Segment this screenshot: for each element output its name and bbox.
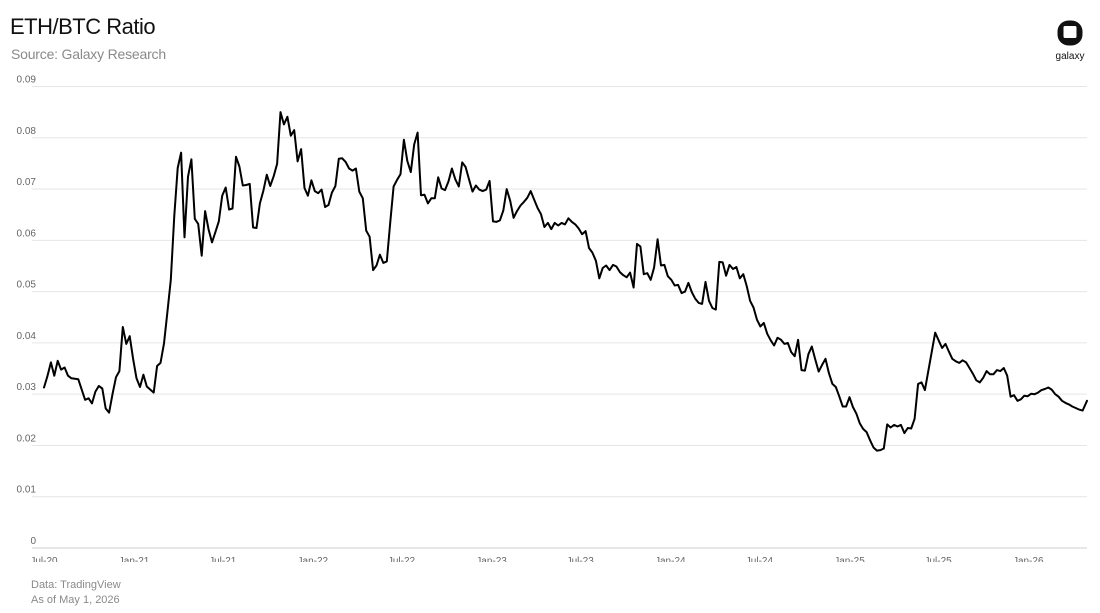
y-tick-label: 0.01: [17, 485, 37, 496]
x-tick-label: Jan-24: [655, 556, 686, 562]
x-tick-label: Jan-22: [298, 556, 329, 562]
chart-title: ETH/BTC Ratio: [10, 14, 156, 39]
x-tick-label: Jan-21: [119, 556, 150, 562]
x-tick-label: Jul-25: [925, 556, 953, 562]
gridlines: [32, 86, 1087, 549]
x-tick-label: Jul-21: [209, 556, 237, 562]
x-tick-label: Jul-23: [567, 556, 595, 562]
y-tick-label: 0.05: [17, 280, 37, 291]
y-tick-label: 0.06: [17, 228, 37, 239]
line-chart: 0 0.01 0.02 0.03 0.04 0.05 0.06 0.07 0.08 0.09 Ju…: [17, 75, 1088, 562]
y-tick-label: 0.09: [17, 75, 37, 86]
galaxy-logo-wordmark: galaxy: [1055, 51, 1085, 62]
y-tick-label: 0.03: [17, 382, 37, 393]
y-tick-label: 0.08: [17, 126, 37, 137]
y-tick-label: 0.04: [17, 331, 37, 342]
galaxy-logo-icon: [1057, 20, 1083, 46]
y-axis-ticks: 0 0.01 0.02 0.03 0.04 0.05 0.06 0.07 0.08 0.09: [17, 75, 37, 548]
as-of-date: As of May 1, 2026: [31, 594, 120, 606]
x-tick-label: Jan-23: [476, 556, 507, 562]
y-tick-label: 0: [30, 536, 36, 547]
galaxy-logo: galaxy: [1050, 20, 1090, 66]
y-tick-label: 0.02: [17, 433, 37, 444]
x-axis-ticks: Jul-20 Jan-21 Jul-21 Jan-22 Jul-22 Jan-23 Jul-…: [30, 556, 1044, 562]
x-tick-label: Jul-22: [388, 556, 416, 562]
chart-subtitle: Source: Galaxy Research: [11, 46, 166, 62]
series-line-eth-btc: [43, 111, 1088, 452]
footer-notes: Data: TradingView As of May 1, 2026: [31, 578, 121, 608]
data-source-note: Data: TradingView: [31, 579, 121, 591]
x-tick-label: Jul-24: [746, 556, 774, 562]
y-tick-label: 0.07: [17, 177, 37, 188]
x-tick-label: Jan-25: [834, 556, 865, 562]
x-tick-label: Jan-26: [1013, 556, 1044, 562]
x-tick-label: Jul-20: [30, 556, 58, 562]
